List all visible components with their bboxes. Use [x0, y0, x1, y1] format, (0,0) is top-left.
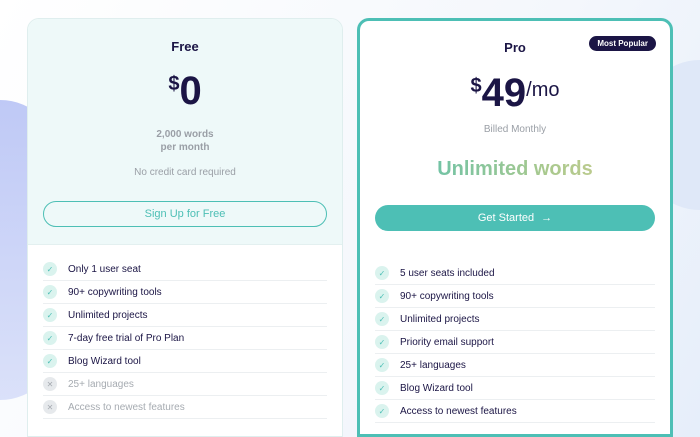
price-period: /mo: [526, 79, 560, 101]
get-started-button[interactable]: Get Started →: [375, 205, 655, 231]
feature-list: ✓ Only 1 user seat ✓ 90+ copywriting tools ✓…: [43, 258, 327, 419]
feature-label: Access to newest features: [400, 405, 517, 417]
check-icon: ✓: [375, 335, 389, 349]
plan-title: Free: [171, 39, 199, 54]
check-icon: ✓: [43, 331, 57, 345]
feature-label: 90+ copywriting tools: [400, 290, 494, 302]
feature-list: ✓ 5 user seats included ✓ 90+ copywriting t…: [375, 262, 655, 423]
feature-item: ✓ Only 1 user seat: [43, 258, 327, 281]
free-plan-header: [28, 19, 342, 245]
feature-label: 7-day free trial of Pro Plan: [68, 332, 185, 344]
pro-plan-card: Most Popular Pro $49/mo Billed Monthly U…: [357, 18, 673, 437]
feature-item: ✓ 5 user seats included: [375, 262, 655, 285]
feature-item: ✓ 7-day free trial of Pro Plan: [43, 327, 327, 350]
feature-item: ✓ Blog Wizard tool: [43, 350, 327, 373]
sign-up-free-button[interactable]: Sign Up for Free: [43, 201, 327, 227]
word-limit-line: 2,000 words: [156, 129, 214, 140]
check-icon: ✓: [375, 266, 389, 280]
feature-label: 90+ copywriting tools: [68, 286, 162, 298]
price-amount: 49: [481, 71, 527, 115]
plan-price: $0: [28, 69, 342, 114]
feature-item: ✓ 90+ copywriting tools: [43, 281, 327, 304]
currency: $: [470, 75, 482, 97]
feature-label: Priority email support: [400, 336, 494, 348]
feature-label: Unlimited projects: [68, 309, 148, 321]
feature-label: 25+ languages: [400, 359, 466, 371]
check-icon: ✓: [43, 354, 57, 368]
free-plan-card: Free $0 2,000 words per month No credit c…: [27, 18, 343, 437]
credit-card-note: No credit card required: [134, 167, 236, 178]
feature-item: ✓ 90+ copywriting tools: [375, 285, 655, 308]
feature-item: ✓ Priority email support: [375, 331, 655, 354]
check-icon: ✓: [375, 289, 389, 303]
feature-item: ✓ Unlimited projects: [375, 308, 655, 331]
check-icon: ✓: [375, 312, 389, 326]
plan-price: $49/mo: [360, 71, 670, 116]
feature-item: ✓ 25+ languages: [375, 354, 655, 377]
word-limit: 2,000 words per month: [28, 128, 342, 154]
unlimited-words-highlight: Unlimited words: [360, 158, 670, 181]
check-icon: ✓: [43, 285, 57, 299]
x-icon: ✕: [43, 377, 57, 391]
feature-item: ✕ 25+ languages: [43, 373, 327, 396]
feature-label: 25+ languages: [68, 378, 134, 390]
button-label: Get Started: [477, 212, 535, 224]
feature-label: Access to newest features: [68, 401, 185, 413]
arrow-right-icon: →: [541, 212, 553, 224]
check-icon: ✓: [375, 381, 389, 395]
check-icon: ✓: [43, 262, 57, 276]
feature-item: ✓ Unlimited projects: [43, 304, 327, 327]
feature-label: Only 1 user seat: [68, 263, 141, 275]
check-icon: ✓: [43, 308, 57, 322]
x-icon: ✕: [43, 400, 57, 414]
currency: $: [168, 73, 180, 95]
check-icon: ✓: [375, 358, 389, 372]
billing-note: Billed Monthly: [483, 124, 547, 135]
word-limit-period: per month: [160, 142, 210, 153]
feature-label: Unlimited projects: [400, 313, 480, 325]
most-popular-badge: Most Popular: [589, 36, 656, 51]
feature-label: Blog Wizard tool: [68, 355, 141, 367]
feature-item: ✕ Access to newest features: [43, 396, 327, 419]
plan-title: Pro: [504, 40, 526, 55]
check-icon: ✓: [375, 404, 389, 418]
feature-item: ✓ Access to newest features: [375, 400, 655, 423]
feature-label: Blog Wizard tool: [400, 382, 473, 394]
feature-item: ✓ Blog Wizard tool: [375, 377, 655, 400]
price-amount: 0: [179, 69, 202, 113]
feature-label: 5 user seats included: [400, 267, 495, 279]
